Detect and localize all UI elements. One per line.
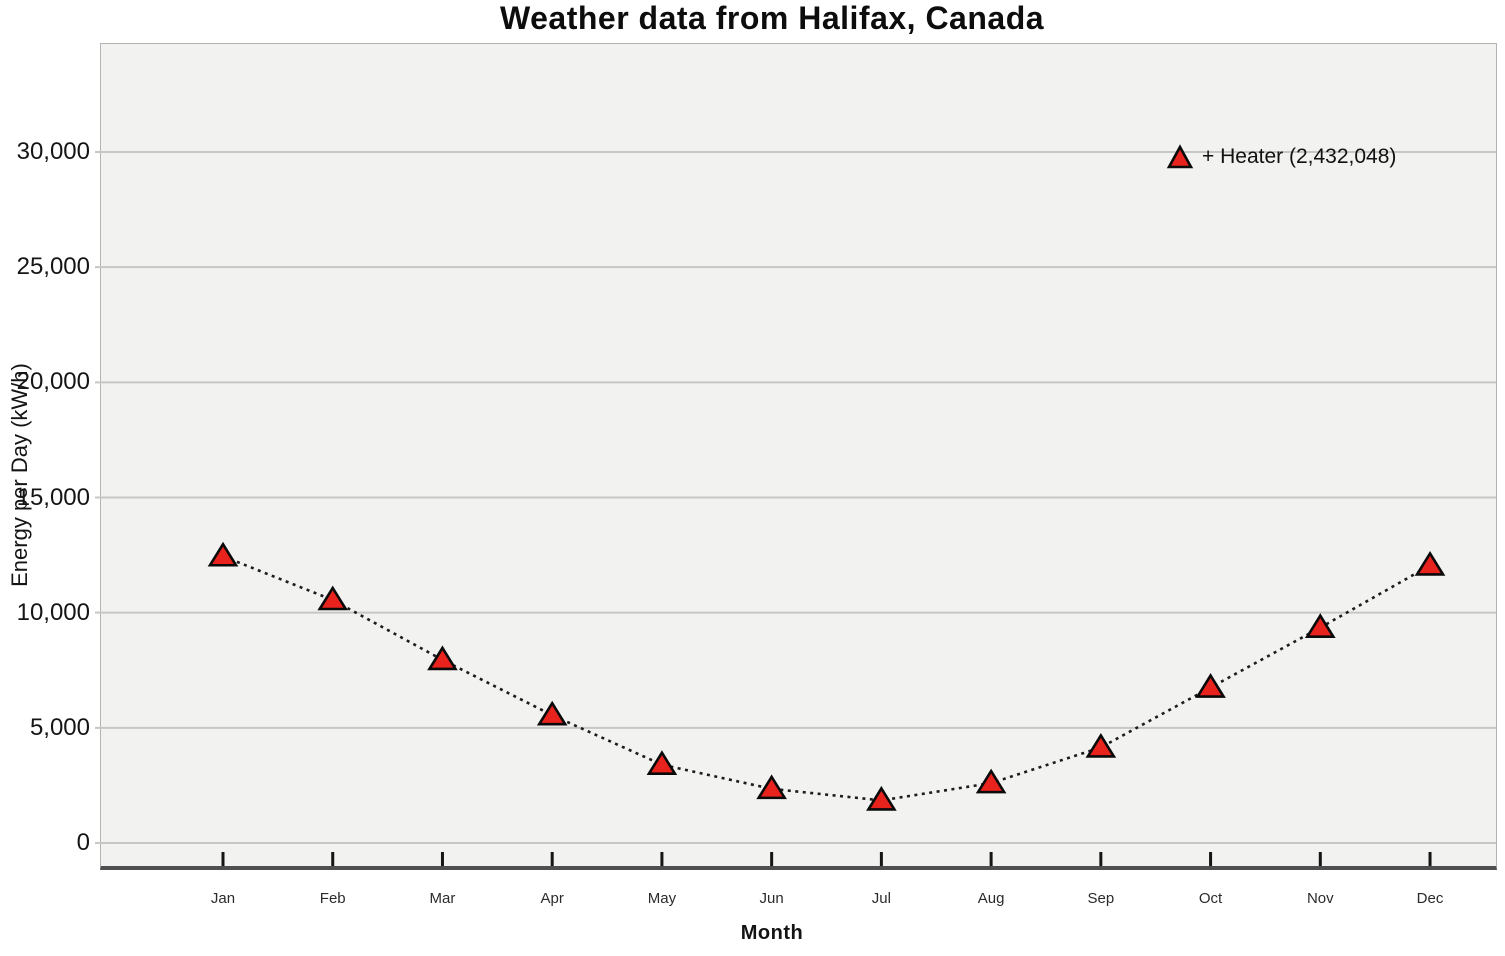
data-point-marker-nov [1304, 613, 1336, 638]
x-tick-label-apr: Apr [540, 890, 564, 907]
x-tick-label-feb: Feb [319, 890, 346, 907]
x-axis-title: Month [740, 922, 804, 944]
x-tick-label-sep: Sep [1087, 890, 1115, 907]
data-point-marker-jan [207, 541, 239, 567]
x-tick-label-jul: Jul [871, 890, 891, 907]
data-point-marker-oct [1195, 673, 1226, 698]
legend-triangle-marker-icon [1166, 144, 1194, 169]
y-tick-label-0: 0 [76, 829, 90, 856]
series-line [222, 555, 1431, 802]
y-axis-title: Energy per Day (kW/h) [7, 363, 32, 587]
y-tick-label-5000: 5,000 [29, 713, 90, 741]
line-chart-svg [95, 151, 1496, 866]
y-tick-label-25000: 25,000 [16, 253, 90, 281]
data-point-marker-aug [975, 768, 1007, 794]
legend-label: + Heater (2,432,048) [1202, 145, 1397, 168]
data-point-marker-apr [536, 700, 568, 726]
data-point-marker-mar [427, 645, 458, 671]
x-tick-label-jan: Jan [210, 890, 236, 907]
x-tick-label-nov: Nov [1306, 890, 1334, 907]
data-point-marker-sep [1085, 732, 1117, 758]
data-point-marker-jul [866, 785, 897, 811]
y-tick-label-20000: 20,000 [16, 368, 90, 396]
data-point-marker-dec [1414, 550, 1446, 576]
y-tick-label-15000: 15,000 [16, 483, 90, 511]
data-point-marker-may [646, 750, 678, 775]
legend: + Heater (2,432,048) [1166, 144, 1396, 170]
x-tick-label-may: May [647, 890, 677, 907]
data-point-marker-jun [756, 774, 787, 800]
y-tick-label-30000: 30,000 [16, 138, 90, 165]
x-tick-label-mar: Mar [429, 890, 456, 907]
x-tick-label-aug: Aug [977, 890, 1005, 907]
plot-area [95, 43, 1497, 870]
x-tick-label-jun: Jun [759, 890, 784, 907]
x-tick-label-oct: Oct [1198, 890, 1223, 907]
y-tick-label-10000: 10,000 [16, 598, 90, 626]
data-point-marker-feb [317, 585, 349, 611]
x-tick-label-dec: Dec [1416, 890, 1444, 907]
chart-title: Weather data from Halifax, Canada [499, 0, 1045, 36]
